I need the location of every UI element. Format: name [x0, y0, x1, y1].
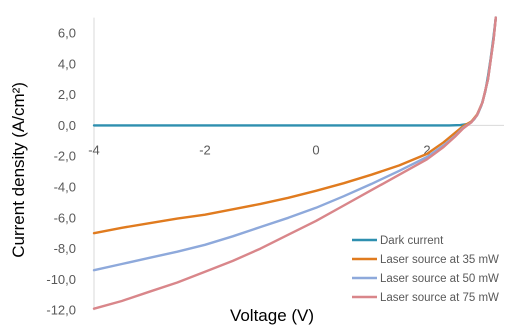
y-tick-label: 6,0: [58, 26, 76, 41]
x-tick-label: -4: [88, 142, 100, 157]
x-tick-label: -2: [199, 142, 211, 157]
legend-label-0: Dark current: [380, 235, 444, 247]
x-axis-title: Voltage (V): [230, 306, 314, 325]
legend-label-2: Laser source at 50 mW: [380, 273, 499, 285]
x-tick-label: 0: [312, 142, 319, 157]
y-tick-label: -6,0: [54, 210, 76, 225]
legend-label-3: Laser source at 75 mW: [380, 292, 499, 304]
x-tick-label: 2: [423, 142, 430, 157]
y-tick-label: 2,0: [58, 87, 76, 102]
y-tick-label: -12,0: [46, 303, 76, 318]
y-tick-label: -4,0: [54, 180, 76, 195]
legend-label-1: Laser source at 35 mW: [380, 254, 499, 266]
y-axis-title: Current density (A/cm²): [9, 82, 28, 258]
y-tick-label: 4,0: [58, 56, 76, 71]
series-line-0: [92, 16, 497, 127]
ticks-layer: 6,0 4,0 2,0 0,0 -2,0 -4,0 -6,0 -8,0 -10,0 -12,0 -4…: [46, 26, 430, 318]
y-tick-label: 0,0: [58, 118, 76, 133]
legend: Dark current Laser source at 35 mW Laser s…: [352, 235, 499, 304]
y-tick-label: -2,0: [54, 149, 76, 164]
series-line-3: [92, 16, 497, 310]
y-tick-label: -8,0: [54, 241, 76, 256]
axes-layer: [93, 17, 504, 311]
y-tick-label: -10,0: [46, 272, 76, 287]
series-layer: [92, 16, 497, 310]
